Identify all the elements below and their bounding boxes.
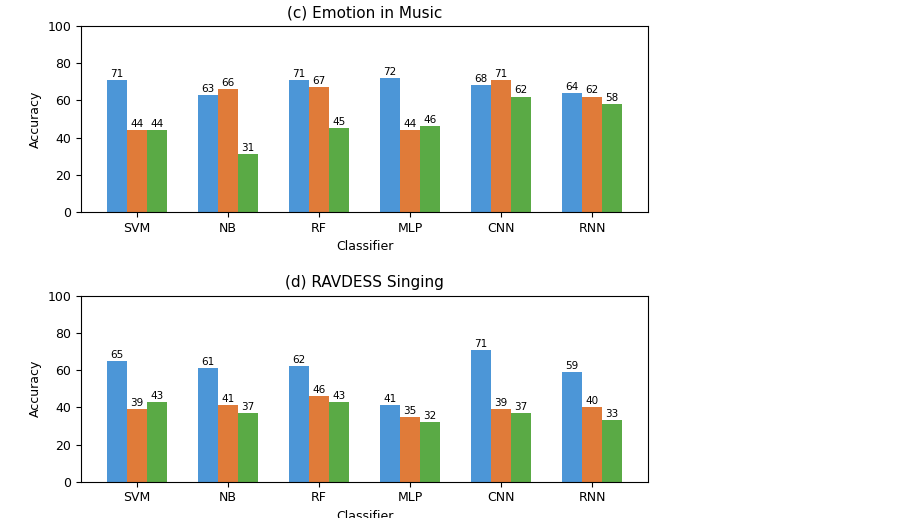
Text: 44: 44 [150,119,164,129]
Bar [127,409,147,482]
Text: 31: 31 [241,143,255,153]
Text: 65: 65 [110,350,123,359]
Bar [127,130,147,212]
Bar [289,80,309,212]
Bar [582,407,602,482]
Y-axis label: Accuracy: Accuracy [29,90,41,148]
Text: 45: 45 [332,117,346,127]
Bar [511,413,531,482]
Y-axis label: Accuracy: Accuracy [29,360,41,418]
Text: 35: 35 [403,406,417,415]
Text: 39: 39 [494,398,508,408]
Bar [309,88,329,212]
Bar [218,406,238,482]
Bar [380,406,400,482]
Text: 58: 58 [606,93,619,103]
X-axis label: Classifier: Classifier [336,240,393,253]
Text: 71: 71 [292,69,306,79]
Text: 46: 46 [423,115,436,125]
Bar [380,78,400,212]
Bar [511,96,531,212]
Bar [400,416,420,482]
X-axis label: Classifier: Classifier [336,510,393,518]
Bar [602,104,622,212]
Text: 43: 43 [332,391,346,400]
Text: 41: 41 [221,394,235,405]
Bar [491,80,511,212]
Bar [562,372,582,482]
Bar [471,350,491,482]
Text: 37: 37 [515,402,527,412]
Bar [147,402,166,482]
Bar [471,85,491,212]
Text: 72: 72 [383,67,397,77]
Bar [289,366,309,482]
Text: 64: 64 [565,82,579,92]
Text: 71: 71 [110,69,123,79]
Bar [329,128,349,212]
Bar [107,80,127,212]
Text: 71: 71 [494,69,508,79]
Bar [107,361,127,482]
Text: 67: 67 [312,76,326,86]
Text: 43: 43 [150,391,164,400]
Text: 33: 33 [606,409,619,419]
Bar [329,402,349,482]
Bar [400,130,420,212]
Text: 39: 39 [130,398,143,408]
Bar [198,95,218,212]
Text: 44: 44 [130,119,143,129]
Text: 63: 63 [202,83,214,94]
Text: 68: 68 [474,74,488,84]
Bar [238,154,258,212]
Text: 62: 62 [292,355,306,365]
Text: 32: 32 [423,411,436,421]
Title: (c) Emotion in Music: (c) Emotion in Music [287,6,442,21]
Bar [218,89,238,212]
Text: 61: 61 [202,357,214,367]
Text: 44: 44 [403,119,417,129]
Text: 62: 62 [586,85,598,95]
Title: (d) RAVDESS Singing: (d) RAVDESS Singing [285,276,444,291]
Bar [309,396,329,482]
Text: 59: 59 [565,361,579,371]
Text: 40: 40 [586,396,598,406]
Bar [582,96,602,212]
Text: 66: 66 [221,78,235,88]
Text: 46: 46 [312,385,326,395]
Bar [562,93,582,212]
Text: 71: 71 [474,339,488,349]
Bar [198,368,218,482]
Text: 37: 37 [241,402,255,412]
Bar [491,409,511,482]
Text: 62: 62 [515,85,527,95]
Bar [602,420,622,482]
Bar [147,130,166,212]
Bar [238,413,258,482]
Bar [420,126,440,212]
Text: 41: 41 [383,394,397,405]
Bar [420,422,440,482]
